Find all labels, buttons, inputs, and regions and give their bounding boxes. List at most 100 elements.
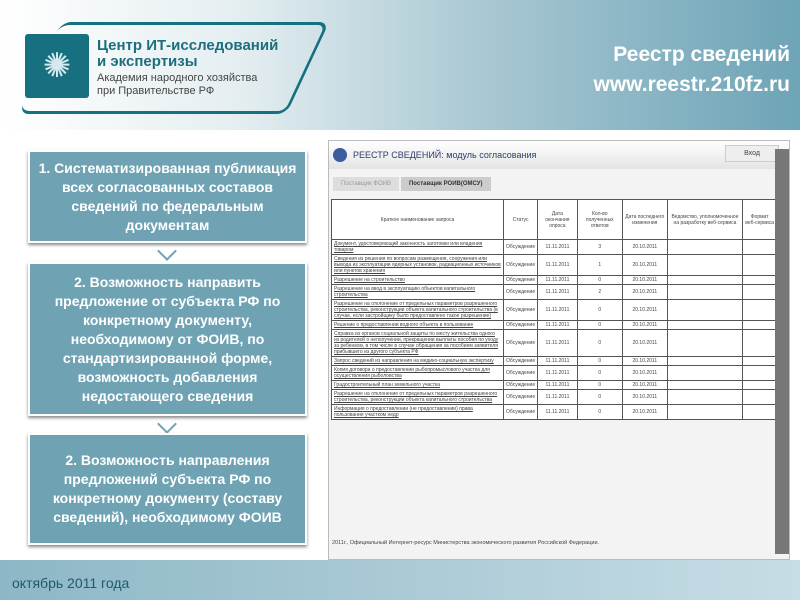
request-link[interactable]: Документ, удостоверяющий законность заго… — [331, 239, 504, 255]
table-cell — [742, 284, 777, 300]
table-cell: Обсуждение — [502, 254, 539, 276]
table-row: Разрешение на отклонение от предельных п… — [331, 389, 777, 405]
table-cell — [742, 320, 777, 330]
request-link[interactable]: Разрешение на отклонение от предельных п… — [331, 299, 504, 321]
request-link[interactable]: Разрешение на ввод в эксплуатацию объект… — [331, 284, 504, 300]
table-cell — [742, 329, 777, 357]
column-header: Кол-во полученных ответов — [576, 199, 623, 240]
emblem-icon — [333, 148, 347, 162]
table-row: Сведения из решения по вопросам размещен… — [331, 254, 777, 276]
table-row: Запрос сведений из направления на медико… — [331, 356, 777, 366]
table-cell: 0 — [576, 356, 623, 366]
request-link[interactable]: Разрешение на строительство — [331, 275, 504, 285]
table-cell: Обсуждение — [502, 404, 539, 420]
table-cell — [742, 239, 777, 255]
table-cell: 11.11.2011 — [537, 320, 578, 330]
table-cell: 0 — [576, 404, 623, 420]
tab-roiv[interactable]: Поставщик РОИВ(ОМСУ) — [400, 177, 491, 191]
table-row: Разрешение на отклонение от предельных п… — [331, 299, 777, 321]
table-cell: 11.11.2011 — [537, 365, 578, 381]
slide-title: Реестр сведений www.reestr.210fz.ru — [594, 40, 790, 100]
table-cell: 20.10.2011 — [621, 356, 668, 366]
table-cell — [742, 356, 777, 366]
table-cell: Обсуждение — [502, 389, 539, 405]
table-cell: 11.11.2011 — [537, 356, 578, 366]
request-link[interactable]: Разрешение на отклонение от предельных п… — [331, 389, 504, 405]
screenshot-title: РЕЕСТР СВЕДЕНИЙ: модуль согласования — [353, 150, 537, 160]
tabs: Поставщик ФОИВ Поставщик РОИВ(ОМСУ) — [333, 177, 789, 191]
request-link[interactable]: Запрос сведений из направления на медико… — [331, 356, 504, 366]
title-line1: Реестр сведений — [613, 43, 790, 66]
table-cell: 11.11.2011 — [537, 275, 578, 285]
logo-title: Центр ИТ-исследований и экспертизы — [97, 38, 278, 70]
table-cell: 20.10.2011 — [621, 329, 668, 357]
table-cell: 20.10.2011 — [621, 365, 668, 381]
table-cell: Обсуждение — [502, 320, 539, 330]
table-cell: Обсуждение — [502, 239, 539, 255]
table-cell: 20.10.2011 — [621, 320, 668, 330]
table-cell: 0 — [576, 329, 623, 357]
request-link[interactable]: Информация о предоставлении (не предоста… — [331, 404, 504, 420]
table-cell — [666, 380, 744, 390]
table-cell: Обсуждение — [502, 329, 539, 357]
requests-table: Краткое наименование запроса Статус Дата о… — [331, 199, 777, 420]
table-cell — [742, 404, 777, 420]
column-header: Ведомство, уполномоченное на разработку … — [666, 199, 744, 240]
table-row: Разрешение на ввод в эксплуатацию объект… — [331, 284, 777, 300]
table-cell: 0 — [576, 320, 623, 330]
column-header: Дата последнего изменения — [621, 199, 668, 240]
column-header: Дата окончания опроса — [537, 199, 578, 240]
request-link[interactable]: Градостроительный план земельного участк… — [331, 380, 504, 390]
table-cell: 11.11.2011 — [537, 404, 578, 420]
table-cell: Обсуждение — [502, 275, 539, 285]
table-cell: 11.11.2011 — [537, 380, 578, 390]
emblem-icon: ✺ — [25, 34, 89, 98]
registry-screenshot: РЕЕСТР СВЕДЕНИЙ: модуль согласования Вхо… — [328, 140, 790, 560]
table-cell: 20.10.2011 — [621, 254, 668, 276]
table-cell: 2 — [576, 284, 623, 300]
table-cell — [666, 239, 744, 255]
table-cell — [666, 284, 744, 300]
logo-subtitle: Академия народного хозяйства при Правител… — [97, 72, 257, 98]
table-cell: 0 — [576, 275, 623, 285]
screenshot-footer: 2011г., Официальный Интернет-ресурс Мини… — [332, 540, 600, 546]
table-cell: 11.11.2011 — [537, 254, 578, 276]
table-cell: 11.11.2011 — [537, 299, 578, 321]
table-cell — [666, 254, 744, 276]
table-cell — [742, 380, 777, 390]
request-link[interactable]: Справка из органов социальной защиты по … — [331, 329, 504, 357]
table-cell: 1 — [576, 254, 623, 276]
feature-box-2: 2. Возможность направить предложение от … — [28, 262, 307, 416]
table-cell: Обсуждение — [502, 380, 539, 390]
table-cell: 11.11.2011 — [537, 389, 578, 405]
header-band — [0, 0, 800, 130]
table-cell — [742, 275, 777, 285]
table-row: Справка из органов социальной защиты по … — [331, 329, 777, 357]
request-link[interactable]: Сведения из решения по вопросам размещен… — [331, 254, 504, 276]
column-header: Формат веб-сервиса — [742, 199, 777, 240]
table-cell — [666, 356, 744, 366]
request-link[interactable]: Копия договора о предоставлении рыбопром… — [331, 365, 504, 381]
logo-line1: Центр ИТ-исследований — [97, 37, 279, 54]
table-cell — [666, 389, 744, 405]
request-link[interactable]: Решение о предоставлении водного объекта… — [331, 320, 504, 330]
table-cell: 0 — [576, 389, 623, 405]
table-row: Градостроительный план земельного участк… — [331, 380, 777, 390]
tab-foiv[interactable]: Поставщик ФОИВ — [333, 177, 399, 191]
feature-box-1: 1. Систематизированная публикация всех с… — [28, 150, 307, 243]
screenshot-header: РЕЕСТР СВЕДЕНИЙ: модуль согласования — [329, 141, 789, 169]
table-cell — [666, 329, 744, 357]
table-cell: 0 — [576, 299, 623, 321]
table-cell — [666, 365, 744, 381]
table-row: Решение о предоставлении водного объекта… — [331, 320, 777, 330]
login-button[interactable]: Вход — [725, 145, 779, 162]
title-url: www.reestr.210fz.ru — [593, 73, 790, 96]
scrollbar[interactable] — [775, 149, 789, 554]
table-cell: 20.10.2011 — [621, 239, 668, 255]
table-cell: 11.11.2011 — [537, 329, 578, 357]
footer-band — [0, 560, 800, 600]
column-header: Краткое наименование запроса — [331, 199, 504, 240]
table-cell — [742, 389, 777, 405]
table-cell: 20.10.2011 — [621, 389, 668, 405]
table-row: Разрешение на строительство Обсуждение 11.… — [331, 275, 777, 285]
